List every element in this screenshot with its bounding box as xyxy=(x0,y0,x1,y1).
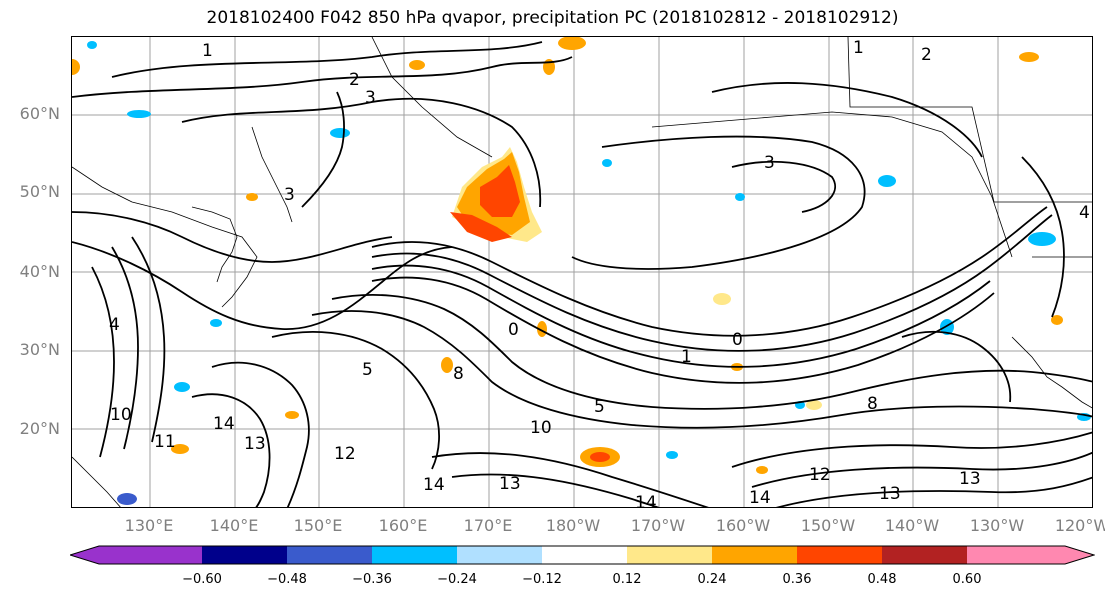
colorbar xyxy=(70,545,1095,565)
contour-label: 4 xyxy=(109,315,120,335)
lat-label-30n: 30°N xyxy=(19,340,60,359)
contour-label: 1 xyxy=(202,41,213,61)
map-plot: 1 2 3 2 1 3 3 0 0 1 8 5 8 5 4 10 11 10 1… xyxy=(72,37,1092,508)
colorbar-tick: −0.48 xyxy=(267,572,307,587)
colorbar-tick: 0.12 xyxy=(612,572,642,587)
contour-label: 13 xyxy=(879,484,901,504)
map-title: 2018102400 F042 850 hPa qvapor, precipit… xyxy=(206,8,899,28)
colorbar-tick: −0.60 xyxy=(182,572,222,587)
contour-label: 10 xyxy=(110,405,132,425)
lat-label-60n: 60°N xyxy=(19,104,60,123)
contour-label: 3 xyxy=(764,153,775,173)
colorbar-segment xyxy=(882,546,967,564)
colorbar-segment xyxy=(712,546,797,564)
colorbar-tick: 0.60 xyxy=(952,572,982,587)
colorbar-segment xyxy=(457,546,542,564)
colorbar-segment xyxy=(202,546,287,564)
colorbar-tick: −0.12 xyxy=(522,572,562,587)
colorbar-segment xyxy=(797,546,882,564)
lon-label-120w: 120°W xyxy=(1054,516,1105,535)
colorbar-segment xyxy=(542,546,627,564)
colorbar-segment xyxy=(287,546,372,564)
contour-label: 12 xyxy=(809,465,831,485)
colorbar-tick: −0.24 xyxy=(437,572,477,587)
contour-label: 13 xyxy=(244,434,266,454)
lon-label-140w: 140°W xyxy=(884,516,940,535)
contour-label: 2 xyxy=(349,70,360,90)
contour-label: 5 xyxy=(362,360,373,380)
contour-label: 4 xyxy=(1079,203,1090,223)
lon-label-130e: 130°E xyxy=(124,516,174,535)
lon-label-180w: 180°W xyxy=(545,516,601,535)
colorbar-tick: −0.36 xyxy=(352,572,392,587)
colorbar-tick: 0.36 xyxy=(782,572,812,587)
contour-label: 0 xyxy=(508,320,519,340)
contour-label: 10 xyxy=(530,418,552,438)
colorbar-segment xyxy=(70,546,202,564)
contour-label: 11 xyxy=(154,432,176,452)
lon-label-170e: 170°E xyxy=(463,516,513,535)
lat-label-50n: 50°N xyxy=(19,182,60,201)
lon-label-150e: 150°E xyxy=(293,516,343,535)
contour-label: 13 xyxy=(959,469,981,489)
lat-label-40n: 40°N xyxy=(19,262,60,281)
precip-shading xyxy=(72,37,1091,505)
contour-label: 3 xyxy=(284,185,295,205)
contour-label: 12 xyxy=(334,444,356,464)
graticule xyxy=(72,37,1092,507)
contour-label: 14 xyxy=(423,475,445,495)
contour-label: 13 xyxy=(499,474,521,494)
lon-label-140e: 140°E xyxy=(209,516,259,535)
colorbar-segment xyxy=(372,546,457,564)
contour-label: 14 xyxy=(213,414,235,434)
lon-label-150w: 150°W xyxy=(800,516,856,535)
lat-label-20n: 20°N xyxy=(19,419,60,438)
contour-label: 5 xyxy=(594,397,605,417)
contour-label: 2 xyxy=(921,45,932,65)
lon-label-130w: 130°W xyxy=(969,516,1025,535)
qvapor-contours xyxy=(72,41,1092,507)
contour-label: 1 xyxy=(681,347,692,367)
contour-label: 14 xyxy=(635,493,657,508)
lon-label-170w: 170°W xyxy=(630,516,686,535)
coastlines xyxy=(72,37,1092,507)
lon-label-160e: 160°E xyxy=(378,516,428,535)
contour-label: 0 xyxy=(732,330,743,350)
colorbar-tick: 0.24 xyxy=(697,572,727,587)
contour-label: 3 xyxy=(365,88,376,108)
colorbar-segment xyxy=(627,546,712,564)
contour-label: 14 xyxy=(749,488,771,508)
colorbar-segment xyxy=(967,546,1094,564)
lon-label-160w: 160°W xyxy=(715,516,771,535)
colorbar-tick: 0.48 xyxy=(867,572,897,587)
map-panel: 1 2 3 2 1 3 3 0 0 1 8 5 8 5 4 10 11 10 1… xyxy=(71,36,1093,508)
contour-label: 8 xyxy=(867,394,878,414)
contour-label-group: 1 2 3 2 1 3 3 0 0 1 8 5 8 5 4 10 11 10 1… xyxy=(109,38,1090,508)
contour-label: 8 xyxy=(453,364,464,384)
contour-label: 1 xyxy=(853,38,864,58)
